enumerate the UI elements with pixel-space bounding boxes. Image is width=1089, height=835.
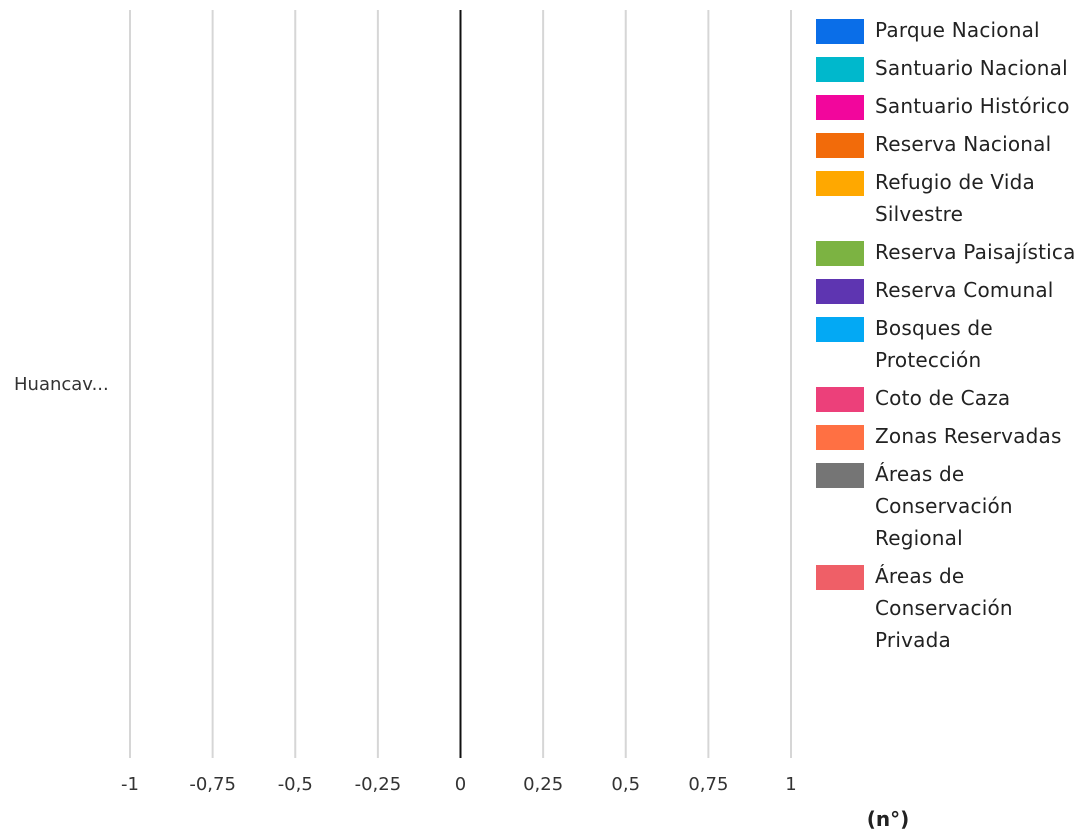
grid-lines (129, 10, 792, 758)
legend-swatch (816, 95, 864, 120)
legend-label: Reserva Nacional (875, 132, 1052, 156)
legend-swatch (816, 463, 864, 488)
legend: Parque Nacional Santuario Nacional Santuar… (816, 14, 1086, 662)
y-category-label: Huancav... (14, 374, 109, 395)
x-tick-label: 0,5 (611, 774, 640, 795)
legend-label: Refugio de Vida Silvestre (875, 170, 1035, 226)
legend-item[interactable]: Santuario Nacional (816, 52, 1086, 84)
legend-swatch (816, 279, 864, 304)
legend-swatch (816, 133, 864, 158)
x-tick-label: -0,25 (355, 774, 402, 795)
x-tick-label: 0,75 (688, 774, 728, 795)
legend-label: Áreas de Conservación Regional (875, 462, 1013, 550)
legend-swatch (816, 387, 864, 412)
legend-swatch (816, 241, 864, 266)
legend-item[interactable]: Áreas de Conservación Regional (816, 458, 1086, 554)
legend-swatch (816, 171, 864, 196)
legend-label: Santuario Nacional (875, 56, 1068, 80)
y-axis-category-labels: Huancav... (14, 374, 109, 395)
legend-swatch (816, 317, 864, 342)
legend-label: Coto de Caza (875, 386, 1011, 410)
legend-swatch (816, 19, 864, 44)
legend-swatch (816, 425, 864, 450)
legend-item[interactable]: Coto de Caza (816, 382, 1086, 414)
legend-label: Zonas Reservadas (875, 424, 1062, 448)
legend-item[interactable]: Áreas de Conservación Privada (816, 560, 1086, 656)
legend-item[interactable]: Santuario Histórico (816, 90, 1086, 122)
legend-swatch (816, 565, 864, 590)
x-tick-label: -1 (121, 774, 139, 795)
legend-item[interactable]: Zonas Reservadas (816, 420, 1086, 452)
x-tick-label: 0 (455, 774, 466, 795)
legend-swatch (816, 57, 864, 82)
legend-item[interactable]: Reserva Paisajística (816, 236, 1086, 268)
legend-item[interactable]: Bosques de Protección (816, 312, 1086, 376)
legend-item[interactable]: Reserva Nacional (816, 128, 1086, 160)
legend-item[interactable]: Parque Nacional (816, 14, 1086, 46)
x-tick-label: 1 (785, 774, 796, 795)
legend-item[interactable]: Reserva Comunal (816, 274, 1086, 306)
legend-label: Bosques de Protección (875, 316, 993, 372)
x-tick-label: 0,25 (523, 774, 563, 795)
legend-label: Reserva Paisajística (875, 240, 1076, 264)
x-tick-label: -0,5 (278, 774, 313, 795)
x-axis-tick-labels: -1 -0,75 -0,5 -0,25 0 0,25 0,5 0,75 1 (121, 774, 797, 795)
legend-label: Áreas de Conservación Privada (875, 564, 1013, 652)
legend-label: Reserva Comunal (875, 278, 1054, 302)
x-axis-unit-label: (n°) (867, 807, 910, 831)
legend-item[interactable]: Refugio de Vida Silvestre (816, 166, 1086, 230)
legend-label: Santuario Histórico (875, 94, 1070, 118)
x-tick-label: -0,75 (189, 774, 236, 795)
legend-label: Parque Nacional (875, 18, 1040, 42)
